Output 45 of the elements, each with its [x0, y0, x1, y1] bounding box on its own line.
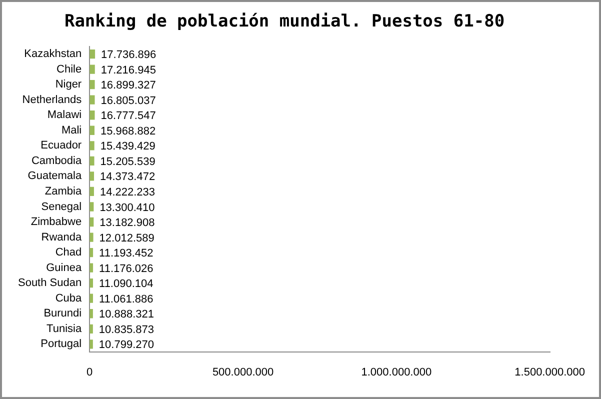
data-label: 10.799.270 — [98, 339, 154, 352]
data-label: 16.777.547 — [100, 110, 156, 122]
y-tick-label: Kazakhstan — [24, 48, 82, 60]
data-label: 14.373.472 — [100, 171, 156, 184]
y-tick-label: Burundi — [44, 308, 82, 320]
y-tick-label: Portugal — [40, 338, 82, 350]
data-label: 15.439.429 — [100, 140, 156, 153]
data-label: 15.205.539 — [100, 156, 156, 168]
data-label: 12.012.589 — [99, 232, 154, 244]
y-tick-label: Zimbabwe — [30, 216, 82, 228]
data-label: 11.193.452 — [99, 248, 154, 260]
x-tick-label: 1.500.000.000 — [514, 366, 586, 378]
y-tick-label: Cuba — [55, 292, 82, 304]
y-tick-label: Guatemala — [28, 170, 82, 182]
data-label: 13.182.908 — [100, 217, 155, 230]
data-label: 10.888.321 — [98, 308, 154, 321]
data-label: 11.090.104 — [99, 278, 154, 290]
x-tick-label: 1.000.000.000 — [361, 366, 432, 378]
y-tick-label: Niger — [55, 78, 82, 91]
y-tick-label: Rwanda — [41, 231, 82, 244]
y-tick-label: Guinea — [46, 262, 82, 274]
x-tick-label: 500.000.000 — [212, 366, 274, 378]
y-tick-label: Zambia — [44, 185, 82, 198]
x-tick-label: 0 — [86, 366, 93, 378]
data-label: 13.300.410 — [100, 202, 155, 214]
data-label: 10.835.873 — [98, 324, 154, 336]
y-tick-label: Malawi — [47, 109, 82, 122]
data-label: 17.736.896 — [101, 49, 156, 62]
chart-title: Ranking de población mundial. Puestos 61-80 — [64, 12, 505, 32]
data-label: 14.222.233 — [100, 186, 156, 198]
data-label: 16.805.037 — [100, 94, 156, 107]
y-tick-label: Mali — [61, 124, 82, 136]
y-tick-label: Senegal — [41, 200, 82, 213]
data-label: 17.216.945 — [100, 64, 156, 76]
data-label: 11.061.886 — [99, 293, 154, 306]
y-tick-label: Tunisia — [46, 322, 82, 335]
y-tick-label: Chad — [55, 246, 82, 259]
y-tick-label: Ecuador — [40, 140, 82, 152]
y-tick-label: Cambodia — [31, 154, 82, 167]
data-label: 16.899.327 — [100, 80, 156, 92]
y-tick-label: Netherlands — [22, 94, 82, 106]
y-tick-label: Chile — [56, 63, 82, 76]
data-label: 15.968.882 — [100, 125, 156, 138]
y-tick-label: South Sudan — [18, 277, 82, 290]
data-label: 11.176.026 — [99, 262, 154, 275]
